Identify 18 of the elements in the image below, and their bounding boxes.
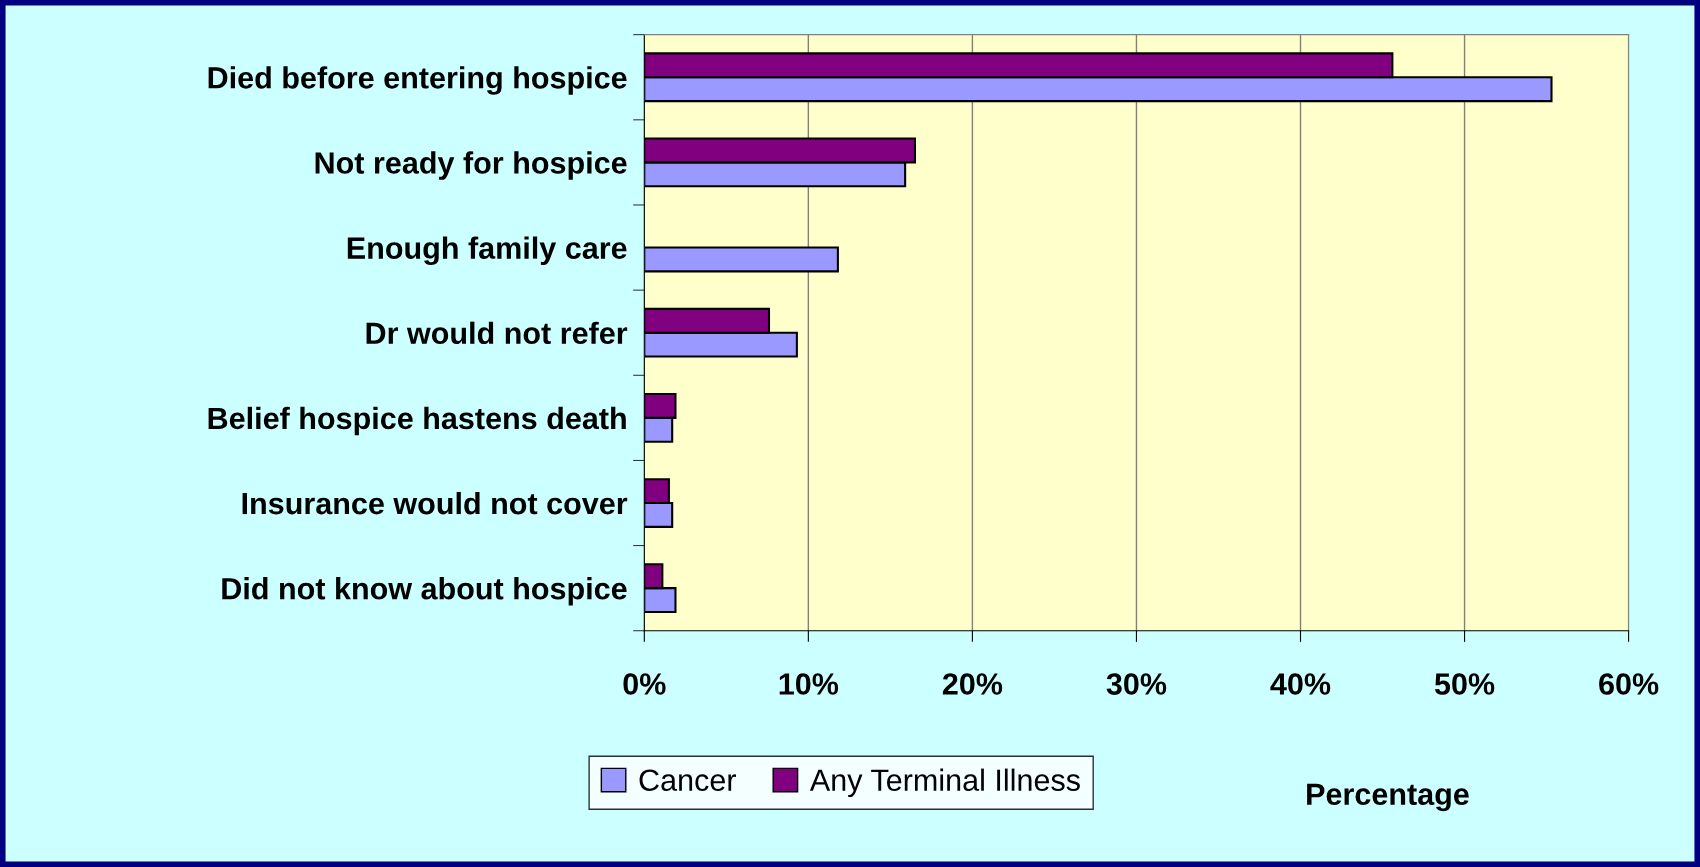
x-tick-label: 60% — [1599, 673, 1659, 695]
x-tick-label: 40% — [1270, 673, 1331, 695]
y-tick-label: Not ready for hospice — [315, 151, 627, 180]
y-tick-label: Did not know about hospice — [222, 577, 627, 606]
y-tick-label: Insurance would not cover — [242, 491, 628, 515]
y-tick-label: Died before entering hospice — [208, 66, 627, 95]
x-tick-label: 0% — [623, 673, 666, 695]
y-tick-label: Belief hospice hastens death — [208, 406, 626, 436]
x-tick-label: 10% — [779, 673, 839, 695]
y-tick-label: Dr would not refer — [366, 321, 628, 345]
x-tick-label: 30% — [1106, 673, 1167, 695]
x-tick-label: 20% — [942, 673, 1003, 695]
legend-label: Any Terminal Illness — [809, 768, 1080, 798]
x-tick-label: 50% — [1434, 673, 1495, 695]
legend-label: Cancer — [639, 769, 736, 792]
x-axis-title: Percentage — [1307, 783, 1469, 812]
bar — [644, 246, 839, 273]
y-tick-label: Enough family care — [347, 236, 627, 266]
